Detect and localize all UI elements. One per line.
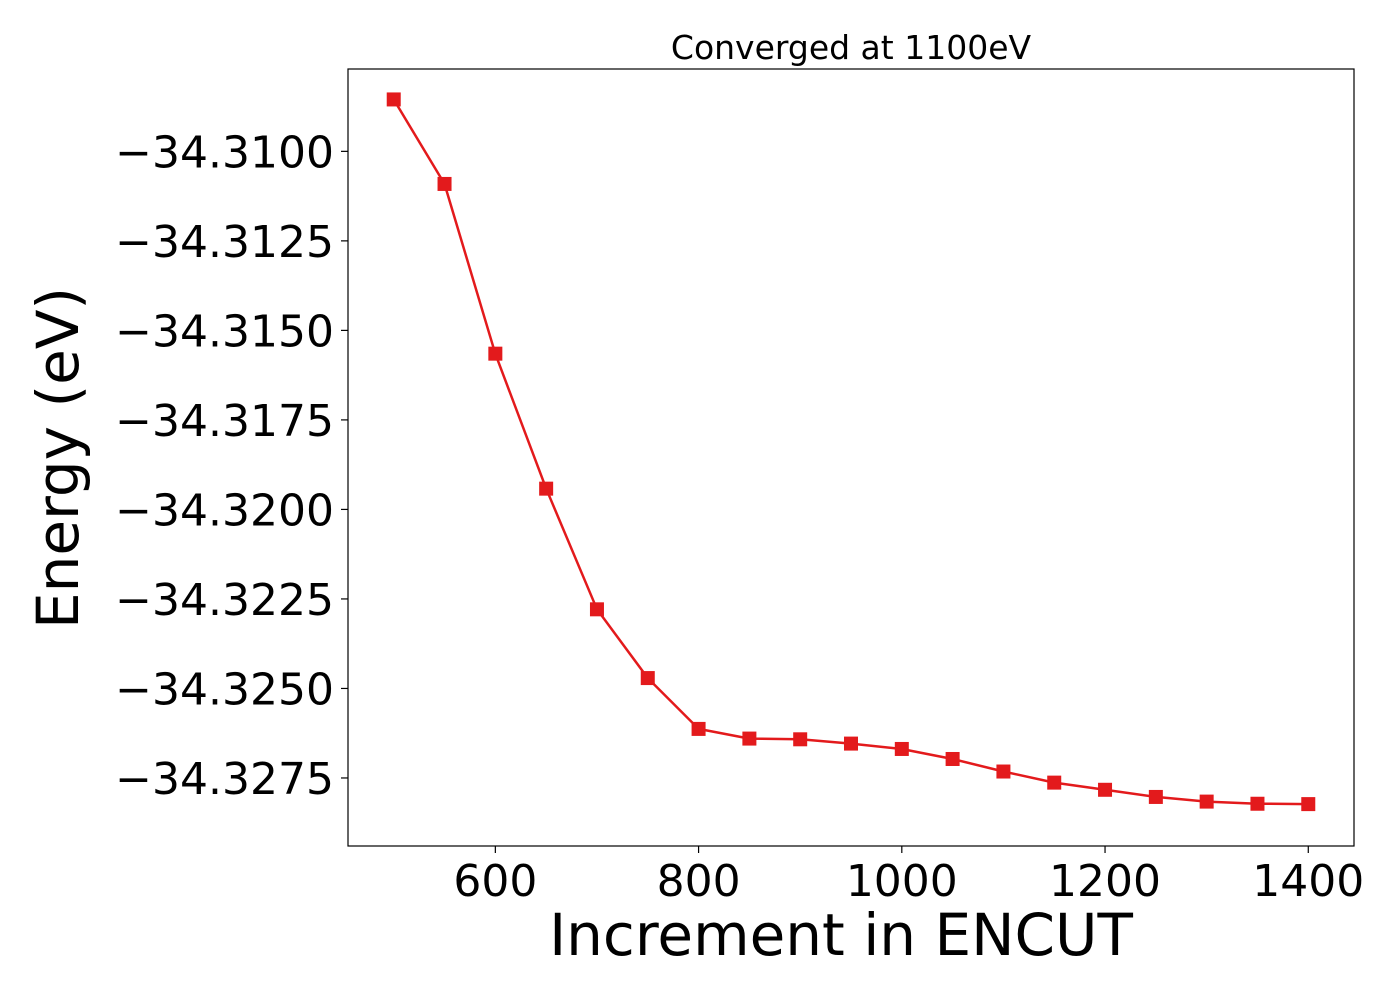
data-point-marker — [1148, 789, 1163, 804]
data-point-marker — [1098, 782, 1113, 797]
data-point-marker — [996, 764, 1011, 779]
x-tick-label: 800 — [657, 856, 741, 907]
data-point-marker — [488, 346, 503, 361]
y-tick-label: −34.3250 — [115, 664, 334, 715]
series-layer — [386, 92, 1316, 812]
data-point-marker — [1301, 797, 1316, 812]
data-point-marker — [1199, 794, 1214, 809]
y-tick-label: −34.3200 — [115, 485, 334, 536]
data-point-marker — [691, 721, 706, 736]
data-point-marker — [945, 751, 960, 766]
x-tick-label: 1200 — [1049, 856, 1161, 907]
x-axis-title: Increment in ENCUT — [549, 901, 1133, 969]
data-point-marker — [793, 732, 808, 747]
plot-frame — [347, 68, 1355, 847]
y-tick-label: −34.3150 — [115, 306, 334, 357]
y-axis: −34.3100 −34.3125 −34.3150 −34.3175 −34.3200… — [115, 127, 348, 805]
data-point-marker — [437, 176, 452, 191]
data-point-marker — [894, 741, 909, 756]
y-tick-label: −34.3100 — [115, 127, 334, 178]
y-axis-title: Energy (eV) — [24, 287, 92, 629]
y-tick-label: −34.3225 — [115, 575, 334, 626]
series-line — [392, 98, 1309, 806]
data-point-marker — [589, 602, 604, 617]
data-point-marker — [742, 731, 757, 746]
y-tick-label: −34.3275 — [115, 754, 334, 805]
x-tick-label: 1400 — [1252, 856, 1364, 907]
data-point-marker — [1250, 796, 1265, 811]
data-point-marker — [386, 92, 401, 107]
x-tick-label: 600 — [453, 856, 537, 907]
data-point-marker — [539, 481, 554, 496]
chart-title: Converged at 1100eV — [671, 28, 1032, 67]
data-point-marker — [640, 671, 655, 686]
y-tick-label: −34.3175 — [115, 396, 334, 447]
y-tick-label: −34.3125 — [115, 217, 334, 268]
x-tick-label: 1000 — [846, 856, 958, 907]
data-point-marker — [1047, 775, 1062, 790]
data-point-marker — [844, 736, 858, 751]
x-axis: 600 800 1000 1200 1400 — [453, 846, 1364, 907]
